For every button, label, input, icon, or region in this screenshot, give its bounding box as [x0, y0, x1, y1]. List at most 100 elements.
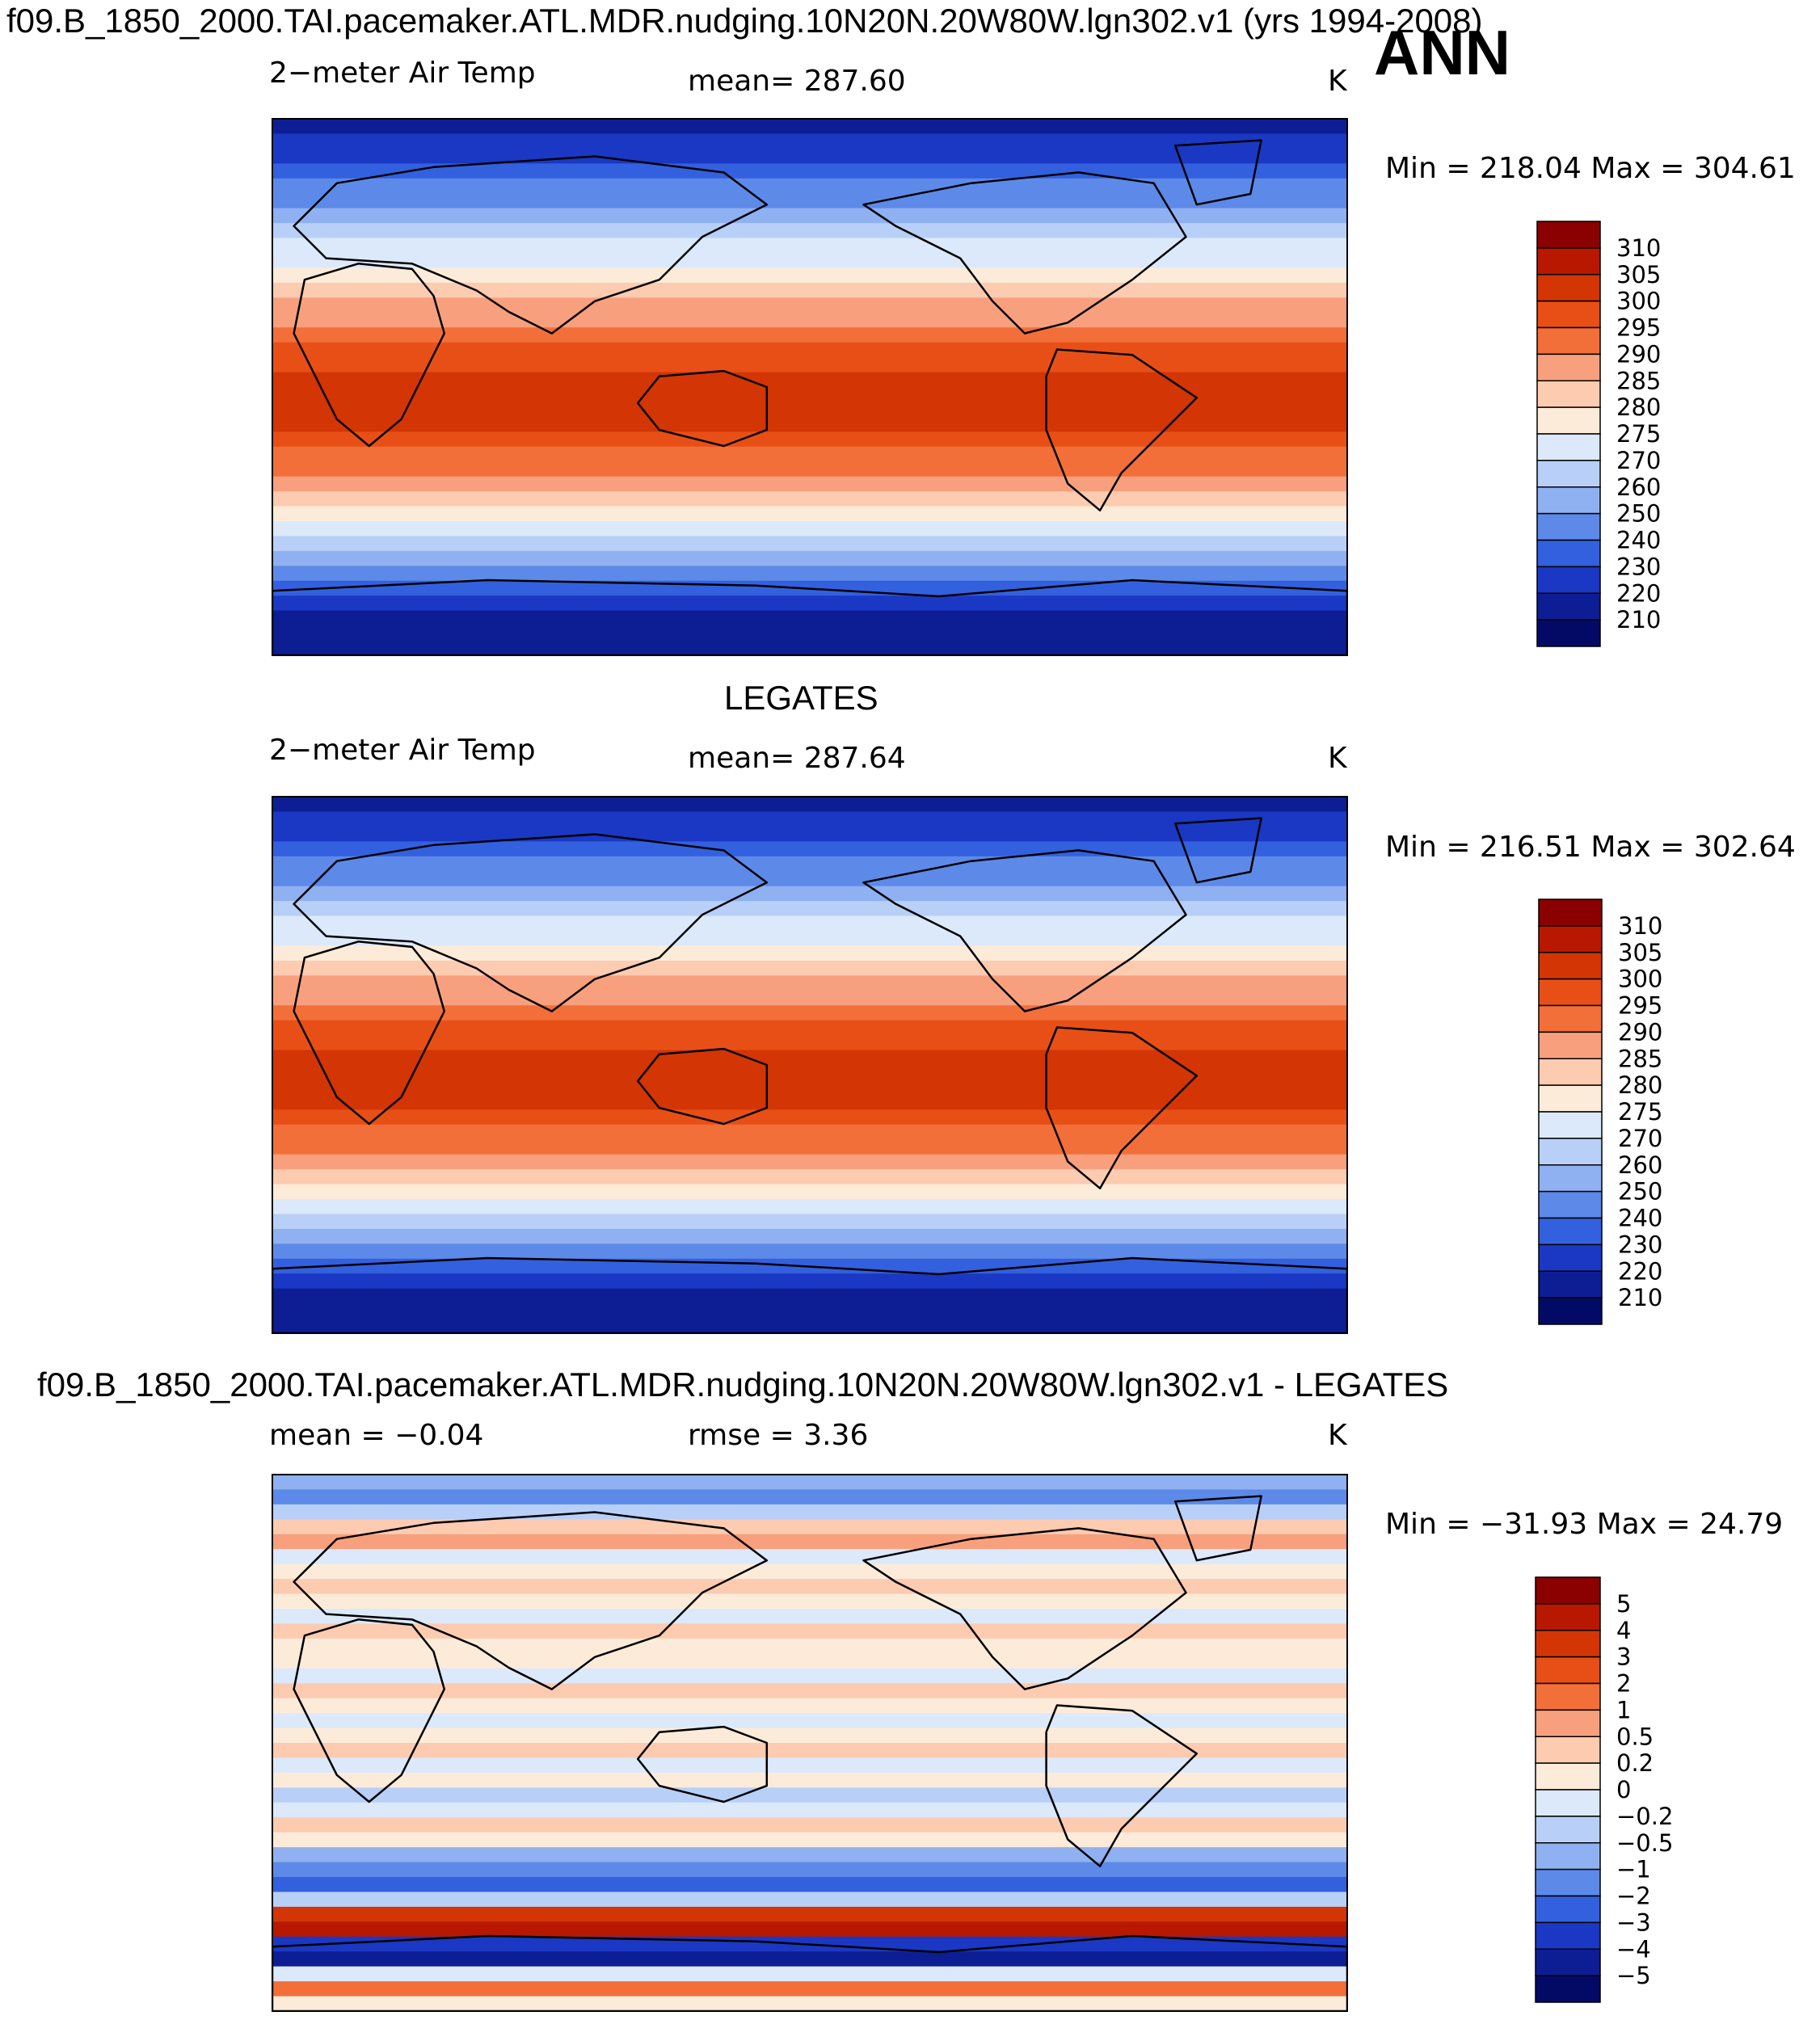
colorbar-swatch: [1538, 1031, 1603, 1059]
coastline: [293, 155, 769, 335]
colorbar-tick-label: −3: [1616, 1908, 1651, 1936]
map-band: [272, 1035, 1347, 1051]
colorbar-tick-label: 2: [1616, 1670, 1631, 1698]
colorbar-tick-label: 1: [1616, 1696, 1631, 1723]
colorbar-tick-label: 290: [1618, 1018, 1662, 1046]
map-band: [272, 1109, 1347, 1126]
map-band: [272, 1475, 1347, 1491]
map-band: [272, 1877, 1347, 1893]
map-band: [272, 208, 1347, 225]
map-band: [272, 1683, 1347, 1699]
panel2-heading: LEGATES: [724, 679, 878, 717]
coastline: [1173, 817, 1262, 884]
map-band: [272, 1549, 1347, 1565]
map-band: [272, 1124, 1347, 1141]
colorbar-swatch: [1538, 1270, 1603, 1298]
map-band: [272, 1668, 1347, 1685]
map-band: [272, 1094, 1347, 1111]
colorbar-tick-label: −0.5: [1616, 1829, 1673, 1857]
map-band: [272, 1199, 1347, 1215]
map-band: [272, 1623, 1347, 1639]
map-band: [272, 1951, 1347, 1967]
colorbar-swatch: [1535, 1975, 1601, 2003]
map-band: [272, 1020, 1347, 1037]
map-frame-2: [272, 796, 1348, 1334]
panel2-units-label: K: [1328, 742, 1347, 775]
map-band: [272, 1273, 1347, 1290]
map-band: [272, 1288, 1347, 1305]
map-band: [272, 1817, 1347, 1833]
map-frame-3: [272, 1474, 1348, 2012]
colorbar-swatch: [1536, 486, 1601, 515]
panel1-mean-label: mean= 287.60: [688, 65, 906, 98]
season-label: ANN: [1374, 17, 1510, 88]
map-band: [272, 990, 1347, 1007]
map-band: [272, 1184, 1347, 1200]
map-band: [272, 253, 1347, 269]
coastline: [1173, 139, 1262, 206]
map-band: [272, 1579, 1347, 1595]
map-frame-1: [272, 118, 1348, 656]
map-band: [272, 297, 1347, 314]
map-band: [272, 521, 1347, 537]
map-band: [272, 1065, 1347, 1081]
colorbar-swatch: [1538, 1138, 1603, 1166]
coastline: [1045, 1704, 1199, 1867]
map-band: [272, 640, 1347, 655]
map-band: [272, 945, 1347, 962]
map-band: [272, 1862, 1347, 1878]
map-band: [272, 1698, 1347, 1715]
map-band: [272, 193, 1347, 209]
colorbar-tick-label: 270: [1618, 1125, 1662, 1152]
map-band: [272, 1743, 1347, 1759]
colorbar-tick-label: 4: [1616, 1617, 1631, 1644]
map-band: [272, 856, 1347, 873]
colorbar-swatch: [1538, 1164, 1603, 1193]
colorbar-tick-label: 250: [1616, 500, 1661, 528]
map-band: [272, 416, 1347, 433]
colorbar-swatch: [1535, 1868, 1601, 1897]
map-band: [272, 1005, 1347, 1021]
colorbar-tick-label: 0.2: [1616, 1749, 1654, 1777]
map-band: [272, 387, 1347, 403]
colorbar-swatch: [1538, 1058, 1603, 1086]
coastline: [636, 1725, 769, 1803]
colorbar-tick-label: −5: [1616, 1962, 1651, 1989]
coastline: [1045, 1026, 1199, 1189]
colorbar-swatch: [1536, 274, 1601, 302]
panel3-minmax-label: Min = −31.93 Max = 24.79: [1385, 1508, 1784, 1541]
map-band: [272, 1892, 1347, 1908]
map-band: [272, 1638, 1347, 1655]
colorbar-tick-label: 295: [1616, 314, 1661, 342]
colorbar-swatch: [1536, 247, 1601, 276]
coastline: [862, 171, 1187, 335]
colorbar-swatch: [1535, 1816, 1601, 1844]
map-band: [272, 1847, 1347, 1863]
map-band: [272, 1802, 1347, 1819]
colorbar-tick-label: 3: [1616, 1643, 1631, 1671]
colorbar-swatch: [1538, 1004, 1603, 1033]
colorbar-tick-label: 310: [1618, 912, 1662, 940]
colorbar-tick-label: 5: [1616, 1590, 1631, 1618]
panel1-minmax-label: Min = 218.04 Max = 304.61: [1385, 152, 1796, 185]
colorbar-swatch: [1535, 1948, 1601, 1976]
map-band: [272, 1981, 1347, 1997]
map-band: [272, 1519, 1347, 1535]
map-band: [272, 1772, 1347, 1789]
colorbar-tick-label: −0.2: [1616, 1803, 1673, 1830]
colorbar-swatch: [1536, 433, 1601, 461]
map-band: [272, 1609, 1347, 1625]
map-band: [272, 1303, 1347, 1319]
colorbar-tick-label: 280: [1616, 393, 1661, 421]
colorbar-swatch: [1535, 1709, 1601, 1737]
coastline: [862, 1527, 1187, 1690]
colorbar-tick-label: 260: [1616, 473, 1661, 501]
colorbar-swatch: [1536, 512, 1601, 541]
colorbar-tick-label: −1: [1616, 1856, 1651, 1883]
map-band: [272, 1966, 1347, 1983]
colorbar-2: 3103053002952902852802752702602502402302…: [1538, 898, 1662, 1325]
colorbar-tick-label: 300: [1616, 288, 1661, 315]
colorbar-tick-label: 220: [1618, 1257, 1662, 1285]
colorbar-swatch: [1535, 1789, 1601, 1817]
